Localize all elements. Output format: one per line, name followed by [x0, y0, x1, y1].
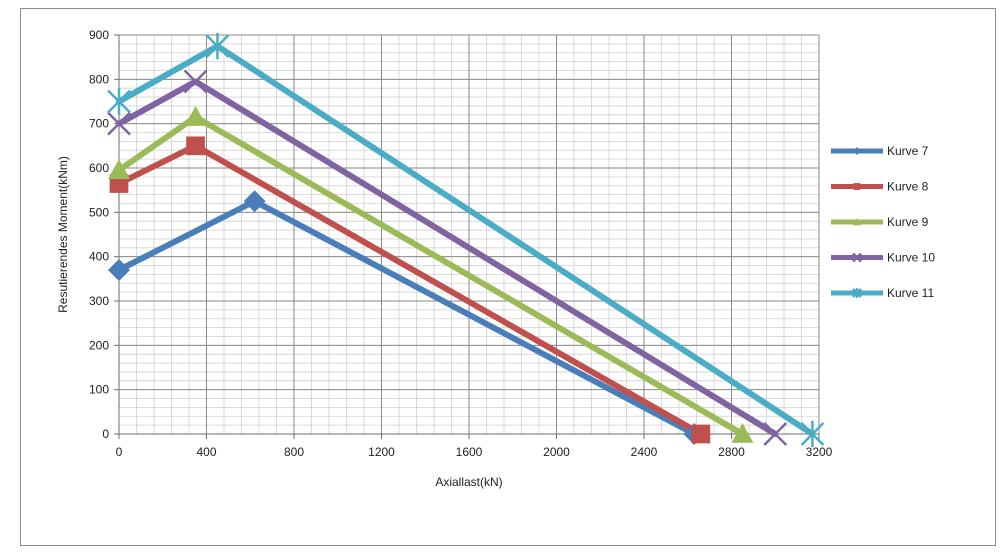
y-tick-label: 200 [89, 338, 109, 352]
data-point-series-5 [800, 420, 825, 448]
y-axis-title: Resutierendes Moment(kNm) [56, 156, 70, 313]
x-tick-label: 0 [116, 445, 123, 459]
x-tick-label: 2800 [718, 445, 745, 459]
data-point-series-3 [731, 423, 754, 443]
y-tick-label: 400 [89, 250, 109, 264]
data-point-series-3 [108, 159, 130, 180]
legend-swatch-marker [852, 288, 862, 298]
y-tick-label: 800 [89, 72, 109, 86]
legend-swatch-marker-stroke [852, 252, 862, 263]
x-tick-label: 1200 [368, 445, 395, 459]
data-point-series-5 [107, 88, 131, 115]
data-point-series-4 [183, 69, 208, 94]
legend-swatch-marker [853, 218, 861, 226]
x-tick-label: 800 [284, 445, 304, 459]
x-tick-label: 1600 [456, 445, 483, 459]
line-chart: 0 400 800 1200 1600 2000 2400 2800 3200 0 100 200 30… [56, 28, 935, 489]
data-point-series-4-stroke [763, 422, 788, 446]
legend-label: Kurve 11 [887, 286, 934, 300]
data-point-series-1 [108, 258, 130, 281]
x-tick-label: 3200 [806, 445, 833, 459]
data-point-series-4 [107, 111, 131, 136]
data-point-series-3 [184, 106, 207, 126]
data-point-series-4-stroke [107, 111, 131, 136]
data-point-series-4 [763, 422, 788, 446]
x-tick-label: 400 [196, 445, 216, 459]
legend-swatch-marker [852, 252, 862, 263]
x-tick-label: 2400 [631, 445, 658, 459]
legend-swatch-marker [853, 183, 861, 190]
y-tick-label: 700 [89, 117, 109, 131]
legend-label: Kurve 10 [887, 251, 935, 265]
y-tick-label: 0 [102, 427, 109, 441]
legend-label: Kurve 7 [887, 144, 929, 158]
y-tick-label: 300 [89, 294, 109, 308]
data-point-series-4-stroke [183, 69, 208, 94]
data-point-series-1 [243, 190, 266, 213]
data-point-series-5 [205, 32, 230, 60]
x-tick-label: 2000 [543, 445, 570, 459]
data-point-series-2 [691, 424, 711, 444]
legend-label: Kurve 9 [887, 215, 929, 229]
y-tick-label: 100 [89, 383, 109, 397]
y-tick-label: 600 [89, 161, 109, 175]
y-tick-label: 900 [89, 28, 109, 42]
chart-frame: 0 400 800 1200 1600 2000 2400 2800 3200 0 100 200 30… [20, 8, 996, 546]
x-axis-title: Axiallast(kN) [435, 475, 502, 489]
y-tick-label: 500 [89, 205, 109, 219]
legend-label: Kurve 8 [887, 180, 929, 194]
data-point-series-2 [186, 136, 205, 156]
legend-swatch-marker [853, 147, 861, 155]
